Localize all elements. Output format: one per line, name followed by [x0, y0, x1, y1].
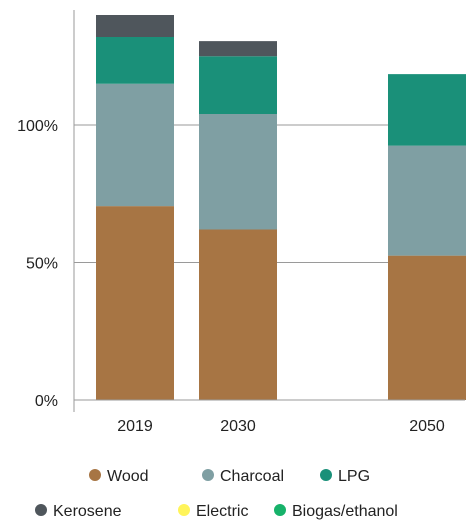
legend-label-lpg: LPG	[338, 468, 370, 485]
bar-segment-lpg-2030	[199, 56, 277, 114]
y-tick-label: 0%	[35, 393, 58, 410]
bar-segment-kerosene-2019	[96, 15, 174, 37]
legend-label-biogas-ethanol: Biogas/ethanol	[292, 503, 398, 520]
bar-segment-wood-2030	[199, 229, 277, 400]
legend-swatch-biogas-ethanol	[274, 504, 286, 516]
bar-segment-charcoal-2019	[96, 83, 174, 207]
legend-swatch-electric	[178, 504, 190, 516]
y-tick-label: 100%	[17, 118, 58, 135]
legend-item-lpg: LPG	[320, 468, 370, 485]
bar-segment-kerosene-2030	[199, 41, 277, 57]
legend-item-wood: Wood	[89, 468, 149, 485]
bar-segment-wood-2050	[388, 255, 466, 400]
bar-segment-lpg-2050	[388, 74, 466, 146]
x-tick-label: 2030	[220, 418, 256, 435]
legend-item-charcoal: Charcoal	[202, 468, 284, 485]
x-tick-label: 2019	[117, 418, 153, 435]
legend-swatch-charcoal	[202, 469, 214, 481]
legend-item-biogas-ethanol: Biogas/ethanol	[274, 503, 398, 520]
bar-segment-charcoal-2050	[388, 145, 466, 256]
legend-label-charcoal: Charcoal	[220, 468, 284, 485]
bars	[96, 15, 466, 400]
legend: Wood Charcoal LPG Kerosene Electric Biogas/et…	[35, 468, 398, 520]
legend-swatch-kerosene	[35, 504, 47, 516]
bar-segment-lpg-2019	[96, 37, 174, 84]
legend-swatch-wood	[89, 469, 101, 481]
legend-item-kerosene: Kerosene	[35, 503, 122, 520]
legend-item-electric: Electric	[178, 503, 248, 520]
legend-swatch-lpg	[320, 469, 332, 481]
legend-label-kerosene: Kerosene	[53, 503, 122, 520]
bar-segment-charcoal-2030	[199, 114, 277, 230]
legend-label-electric: Electric	[196, 503, 248, 520]
y-tick-label: 50%	[26, 256, 58, 273]
x-tick-label: 2050	[409, 418, 445, 435]
legend-label-wood: Wood	[107, 468, 149, 485]
bar-segment-wood-2019	[96, 206, 174, 400]
axes: 0% 50% 100% 2019 2030 2050	[17, 10, 465, 435]
